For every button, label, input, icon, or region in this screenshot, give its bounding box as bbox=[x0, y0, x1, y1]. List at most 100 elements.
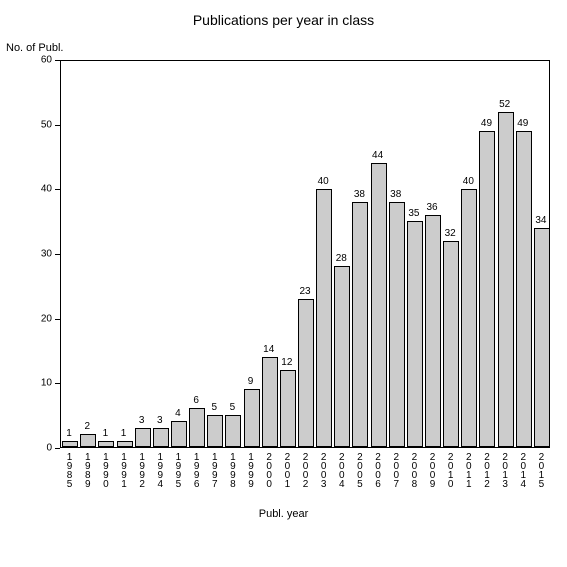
bar bbox=[425, 215, 441, 447]
chart-container: Publications per year in class No. of Pu… bbox=[0, 0, 567, 567]
bar-value-label: 1 bbox=[121, 428, 127, 439]
bar bbox=[479, 131, 495, 447]
y-tick-label: 10 bbox=[41, 378, 52, 389]
bar bbox=[189, 408, 205, 447]
bar-value-label: 49 bbox=[517, 118, 528, 129]
y-tick bbox=[55, 319, 60, 320]
bar-value-label: 3 bbox=[139, 415, 145, 426]
bar bbox=[62, 441, 78, 447]
x-tick-label: 2014 bbox=[518, 452, 528, 488]
y-tick bbox=[55, 125, 60, 126]
y-tick-label: 20 bbox=[41, 313, 52, 324]
bar bbox=[352, 202, 368, 447]
bar-value-label: 1 bbox=[103, 428, 109, 439]
bar bbox=[407, 221, 423, 447]
bar-value-label: 14 bbox=[263, 344, 274, 355]
x-tick-label: 2015 bbox=[536, 452, 546, 488]
x-tick-label: 1994 bbox=[155, 452, 165, 488]
y-tick bbox=[55, 383, 60, 384]
bar-value-label: 2 bbox=[84, 421, 90, 432]
bar bbox=[461, 189, 477, 447]
bar bbox=[498, 112, 514, 447]
y-tick-label: 30 bbox=[41, 249, 52, 260]
bar-value-label: 38 bbox=[390, 189, 401, 200]
bar-value-label: 6 bbox=[193, 395, 199, 406]
bar bbox=[280, 370, 296, 447]
y-tick bbox=[55, 60, 60, 61]
x-tick-label: 2012 bbox=[481, 452, 491, 488]
x-tick-label: 1996 bbox=[191, 452, 201, 488]
x-tick-label: 1985 bbox=[64, 452, 74, 488]
bar-value-label: 32 bbox=[445, 228, 456, 239]
y-tick-label: 60 bbox=[41, 55, 52, 66]
bar-value-label: 5 bbox=[230, 402, 236, 413]
bar bbox=[225, 415, 241, 447]
x-tick-label: 2010 bbox=[445, 452, 455, 488]
bar-value-label: 49 bbox=[481, 118, 492, 129]
bar-value-label: 9 bbox=[248, 376, 254, 387]
x-tick-label: 2006 bbox=[373, 452, 383, 488]
bar-value-label: 4 bbox=[175, 408, 181, 419]
x-tick-label: 2002 bbox=[300, 452, 310, 488]
x-tick-label: 2003 bbox=[318, 452, 328, 488]
bar bbox=[135, 428, 151, 447]
y-tick bbox=[55, 448, 60, 449]
bar-value-label: 5 bbox=[211, 402, 217, 413]
bar-value-label: 35 bbox=[408, 208, 419, 219]
bar bbox=[207, 415, 223, 447]
bar bbox=[371, 163, 387, 447]
bar bbox=[171, 421, 187, 447]
bar-value-label: 34 bbox=[535, 215, 546, 226]
bar-value-label: 1 bbox=[66, 428, 72, 439]
x-tick-label: 2013 bbox=[500, 452, 510, 488]
bar-value-label: 40 bbox=[463, 176, 474, 187]
bar-value-label: 28 bbox=[336, 253, 347, 264]
bar bbox=[244, 389, 260, 447]
y-tick-label: 0 bbox=[46, 443, 52, 454]
bar-value-label: 36 bbox=[426, 202, 437, 213]
x-tick-label: 2008 bbox=[409, 452, 419, 488]
plot-area bbox=[60, 60, 550, 448]
bar bbox=[389, 202, 405, 447]
x-tick-label: 2005 bbox=[354, 452, 364, 488]
bar bbox=[334, 266, 350, 447]
y-tick bbox=[55, 254, 60, 255]
bar-value-label: 40 bbox=[318, 176, 329, 187]
x-tick-label: 2009 bbox=[427, 452, 437, 488]
x-tick-label: 1991 bbox=[119, 452, 129, 488]
y-tick-label: 50 bbox=[41, 119, 52, 130]
bar bbox=[98, 441, 114, 447]
bar bbox=[516, 131, 532, 447]
bar bbox=[262, 357, 278, 447]
x-tick-label: 2004 bbox=[336, 452, 346, 488]
chart-title: Publications per year in class bbox=[0, 12, 567, 28]
x-tick-label: 1995 bbox=[173, 452, 183, 488]
bar-value-label: 12 bbox=[281, 357, 292, 368]
x-tick-label: 1992 bbox=[137, 452, 147, 488]
bar-value-label: 44 bbox=[372, 150, 383, 161]
x-tick-label: 1997 bbox=[209, 452, 219, 488]
x-tick-label: 1999 bbox=[246, 452, 256, 488]
x-tick-label: 2007 bbox=[391, 452, 401, 488]
y-tick bbox=[55, 189, 60, 190]
bar-value-label: 3 bbox=[157, 415, 163, 426]
bar-value-label: 38 bbox=[354, 189, 365, 200]
x-tick-label: 1998 bbox=[227, 452, 237, 488]
bar bbox=[153, 428, 169, 447]
bar bbox=[443, 241, 459, 447]
bar-value-label: 23 bbox=[299, 286, 310, 297]
bar bbox=[80, 434, 96, 447]
bar bbox=[316, 189, 332, 447]
x-tick-label: 2011 bbox=[463, 452, 473, 488]
y-axis-title: No. of Publ. bbox=[6, 42, 63, 54]
bar bbox=[534, 228, 550, 447]
bar-value-label: 52 bbox=[499, 99, 510, 110]
x-tick-label: 2001 bbox=[282, 452, 292, 488]
bar bbox=[117, 441, 133, 447]
x-axis-title: Publ. year bbox=[0, 508, 567, 520]
x-tick-label: 2000 bbox=[264, 452, 274, 488]
bar bbox=[298, 299, 314, 447]
x-tick-label: 1990 bbox=[100, 452, 110, 488]
x-tick-label: 1989 bbox=[82, 452, 92, 488]
y-tick-label: 40 bbox=[41, 184, 52, 195]
